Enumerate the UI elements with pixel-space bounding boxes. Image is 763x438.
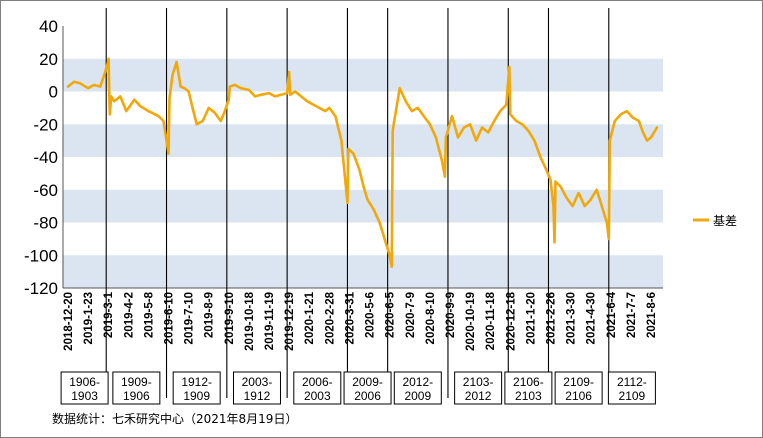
x-tick-label: 2020-5-6 [365, 292, 377, 338]
contract-box-label: 1912- [181, 375, 212, 389]
y-tick-label: 20 [39, 50, 58, 69]
band-2 [63, 189, 663, 223]
contract-box-frame [607, 371, 656, 405]
x-tick-label: 2020-3-31 [344, 291, 356, 344]
contract-box-label: 2109 [619, 389, 646, 403]
contract-period-box: 2112-2109 [607, 371, 656, 405]
contract-period-box: 2003-1912 [232, 371, 281, 405]
x-tick-label: 2019-9-10 [224, 292, 236, 344]
x-tick-label: 2021-1-20 [525, 292, 537, 344]
source-note: 数据统计：七禾研究中心（2021年8月19日） [52, 412, 298, 426]
x-tick-label: 2021-4-30 [586, 292, 598, 344]
contract-box-label: 2112- [617, 375, 647, 389]
contract-period-box: 2109-2106 [554, 371, 603, 405]
x-tick-label: 2020-2-28 [324, 291, 336, 344]
band-3 [63, 255, 663, 288]
contract-box-frame [454, 371, 503, 405]
legend-label: 基差 [713, 214, 737, 228]
x-tick-label: 2020-12-18 [505, 291, 517, 350]
x-tick-label: 2019-5-8 [143, 291, 155, 338]
series-line-0 [66, 57, 659, 268]
x-tick-label: 2019-10-18 [244, 291, 256, 350]
contract-box-label: 1909- [121, 375, 152, 389]
x-tick-label: 2019-6-10 [164, 292, 176, 344]
contract-box-label: 2003- [242, 375, 273, 389]
x-tick-label: 2019-8-9 [204, 292, 216, 338]
contract-box-label: 2006- [302, 375, 333, 389]
contract-box-label: 2009 [404, 389, 431, 403]
y-tick-label: -40 [33, 148, 58, 167]
contract-box-frame [172, 371, 221, 405]
x-tick-label: 2020-7-9 [405, 292, 417, 338]
x-tick-label: 2020-9-9 [445, 292, 457, 338]
contract-box-label: 1906- [69, 375, 100, 389]
x-tick-label: 2019-1-23 [83, 292, 95, 344]
x-tick-label: 2021-2-26 [545, 292, 557, 344]
contract-period-box: 2106-2103 [504, 371, 553, 405]
x-tick-label: 2021-3-30 [566, 292, 578, 344]
x-tick-label: 2021-6-4 [606, 291, 618, 338]
contract-box-label: 1909 [183, 389, 210, 403]
contract-box-label: 1906 [123, 389, 150, 403]
x-tick-label: 2020-8-10 [425, 292, 437, 344]
contract-box-label: 2006 [354, 389, 381, 403]
y-tick-label: -80 [33, 214, 58, 233]
contract-box-label: 2012 [465, 389, 492, 403]
contract-box-label: 2103 [515, 389, 542, 403]
contract-period-box: 2103-2012 [454, 371, 503, 405]
contract-box-frame [293, 371, 342, 405]
contract-box-frame [554, 371, 603, 405]
y-tick-label: 0 [49, 83, 58, 102]
y-tick-label: -120 [24, 279, 58, 298]
contract-box-label: 2109- [563, 375, 594, 389]
contract-box-label: 2012- [402, 375, 433, 389]
y-tick-label: -100 [24, 246, 58, 265]
contract-period-box: 1912-1909 [172, 371, 221, 405]
contract-box-frame [343, 371, 392, 405]
contract-box-label: 2106- [513, 375, 544, 389]
x-tick-label: 2020-1-21 [304, 291, 316, 344]
x-tick-label: 2019-4-2 [123, 292, 135, 338]
contract-period-box: 2009-2006 [343, 371, 392, 405]
x-tick-label: 2019-11-19 [264, 292, 276, 350]
contract-box-label: 1903 [71, 389, 98, 403]
x-tick-label: 2020-11-18 [485, 291, 497, 350]
band-0 [63, 58, 663, 92]
y-tick-label: 40 [39, 17, 58, 36]
x-tick-label: 2019-7-10 [184, 292, 196, 344]
contract-period-box: 2012-2009 [393, 371, 442, 405]
contract-box-frame [232, 371, 281, 405]
contract-period-box: 1909-1906 [112, 371, 161, 405]
y-tick-label: -20 [33, 115, 58, 134]
contract-box-frame [60, 371, 109, 405]
contract-period-box: 2006-2003 [293, 371, 342, 405]
x-tick-label: 2021-8-6 [646, 292, 658, 338]
contract-box-label: 2003 [304, 389, 331, 403]
contract-box-label: 2106 [565, 389, 592, 403]
contract-box-label: 2103- [463, 375, 494, 389]
contract-box-label: 1912 [244, 389, 271, 403]
band-1 [63, 124, 663, 157]
x-tick-label: 2019-3-1 [103, 291, 115, 338]
contract-box-label: 2009- [352, 375, 383, 389]
x-tick-label: 2019-12-19 [284, 292, 296, 351]
contract-box-frame [504, 371, 553, 405]
contract-period-box: 1906-1903 [60, 371, 109, 405]
x-tick-label: 2021-7-7 [626, 292, 638, 338]
x-tick-label: 2018-12-20 [63, 292, 75, 351]
contract-box-frame [393, 371, 442, 405]
y-tick-label: -60 [33, 181, 58, 200]
contract-box-frame [112, 371, 161, 405]
x-tick-label: 2020-10-19 [465, 292, 477, 351]
x-tick-label: 2020-6-5 [385, 291, 397, 338]
